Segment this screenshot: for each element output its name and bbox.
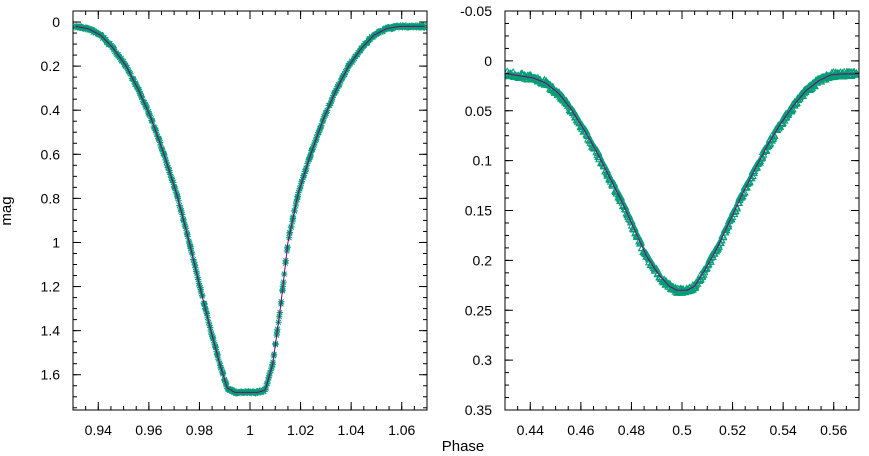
right-y-tick-label: 0.25 <box>465 302 492 318</box>
left-y-tick-label: 0 <box>52 14 60 30</box>
right-observation-point <box>736 192 746 201</box>
left-panel-marks <box>73 22 427 397</box>
left-x-tick-label: 0.96 <box>135 422 162 438</box>
right-observation-point <box>732 203 742 212</box>
left-y-axis-title: mag <box>0 196 15 225</box>
star-stroke <box>120 58 127 65</box>
left-clipped-marks <box>73 22 427 397</box>
left-y-tick-label: 0.6 <box>41 146 61 162</box>
right-model-line <box>507 73 857 291</box>
right-observation-point <box>627 221 637 229</box>
right-observation-point <box>781 112 791 120</box>
right-observation-point <box>752 163 762 171</box>
right-observation-point <box>703 259 713 268</box>
left-y-tick-label: 1.4 <box>41 323 61 339</box>
right-observation-point <box>603 169 612 178</box>
right-observation-point <box>595 152 605 161</box>
right-observation-point <box>706 257 715 265</box>
right-y-tick-label: 0.15 <box>465 203 492 219</box>
right-x-tick-label: 0.48 <box>618 422 645 438</box>
left-y-tick-label: 1.6 <box>41 367 61 383</box>
left-x-tick-label: 0.98 <box>186 422 213 438</box>
right-x-tick-label: 0.52 <box>719 422 746 438</box>
right-y-tick-label: 0.2 <box>473 252 493 268</box>
left-y-tick-label: 0.4 <box>41 102 61 118</box>
right-observation-point <box>606 175 616 183</box>
left-y-tick-label: 0.8 <box>41 190 61 206</box>
right-observation-point <box>759 150 768 158</box>
right-observation-point <box>723 221 733 230</box>
left-panel: 0.94 0.96 0.98 1 1.02 1.04 1.06 0 0.2 0.4 0.6 0.8 1 1… <box>0 10 428 438</box>
right-y-tick-label: -0.05 <box>460 3 492 19</box>
star-stroke <box>421 24 427 31</box>
left-x-tick-label: 1.04 <box>338 422 365 438</box>
right-y-tick-label: 0.1 <box>473 153 493 169</box>
left-x-tick-label: 1 <box>246 422 254 438</box>
left-panel-ticks: 0.94 0.96 0.98 1 1.02 1.04 1.06 0 0.2 0.4 0.6 0.8 1 1… <box>41 11 428 438</box>
left-y-tick-label: 0.2 <box>41 58 61 74</box>
right-panel: 0.44 0.46 0.48 0.5 0.52 0.54 0.56 -0.05 0 0.05 0.1… <box>460 3 860 438</box>
right-observation-point <box>694 276 704 284</box>
right-observation-point <box>770 130 779 139</box>
right-panel-ticks: 0.44 0.46 0.48 0.5 0.52 0.54 0.56 -0.05 0 0.05 0.1… <box>460 3 860 438</box>
left-x-tick-label: 1.06 <box>388 422 415 438</box>
x-axis-title: Phase <box>442 438 485 455</box>
right-y-tick-label: 0.35 <box>465 402 492 418</box>
right-observation-point <box>718 232 728 240</box>
right-observation-point <box>738 188 748 197</box>
right-observation-point <box>722 225 731 234</box>
right-x-tick-label: 0.44 <box>517 422 544 438</box>
right-panel-marks <box>505 67 859 296</box>
right-observation-point <box>749 168 759 177</box>
right-y-tick-label: 0.05 <box>465 103 492 119</box>
right-observation-point <box>740 187 749 196</box>
left-y-tick-label: 1 <box>52 234 60 250</box>
left-model-line <box>75 25 425 393</box>
right-y-tick-label: 0.3 <box>473 352 493 368</box>
left-x-tick-label: 0.94 <box>85 422 112 438</box>
right-clipped-marks <box>505 67 859 296</box>
right-observation-point <box>714 242 723 250</box>
right-observation-point <box>583 134 593 143</box>
right-x-tick-label: 0.56 <box>820 422 847 438</box>
left-y-tick-label: 1.2 <box>41 279 61 295</box>
right-observation-point <box>636 237 646 246</box>
right-observation-point <box>783 110 793 119</box>
right-x-tick-label: 0.5 <box>672 422 692 438</box>
right-observation-point <box>755 157 764 166</box>
right-y-tick-label: 0 <box>484 53 492 69</box>
right-x-tick-label: 0.46 <box>567 422 594 438</box>
left-x-tick-label: 1.02 <box>287 422 314 438</box>
right-x-tick-label: 0.54 <box>770 422 797 438</box>
